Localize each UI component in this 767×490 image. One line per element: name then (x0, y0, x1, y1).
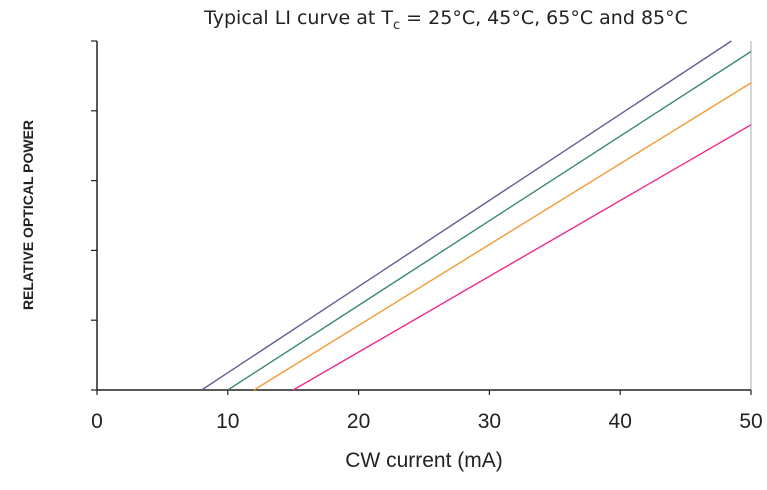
x-tick-labels: 0 10 20 30 40 50 (91, 410, 763, 433)
series-line (227, 50, 752, 391)
series-line (201, 40, 732, 391)
series-layer (201, 40, 752, 391)
x-tick-label: 0 (91, 410, 103, 433)
x-axis-label: CW current (mA) (345, 449, 503, 472)
x-tick-label: 30 (478, 410, 501, 433)
plot-axes (91, 40, 752, 395)
y-axis-label: RELATIVE OPTICAL POWER (20, 120, 36, 310)
x-tick-label: 40 (609, 410, 632, 433)
title-subscript: c (393, 18, 400, 33)
series-line (253, 82, 752, 391)
series-line (292, 124, 752, 391)
x-tick-label: 20 (347, 410, 370, 433)
title-suffix: = 25°C, 45°C, 65°C and 85°C (400, 7, 688, 29)
chart-title: Typical LI curve at Tc = 25°C, 45°C, 65°… (203, 7, 688, 33)
x-tick-label: 10 (216, 410, 239, 433)
x-tick-label: 50 (739, 410, 762, 433)
